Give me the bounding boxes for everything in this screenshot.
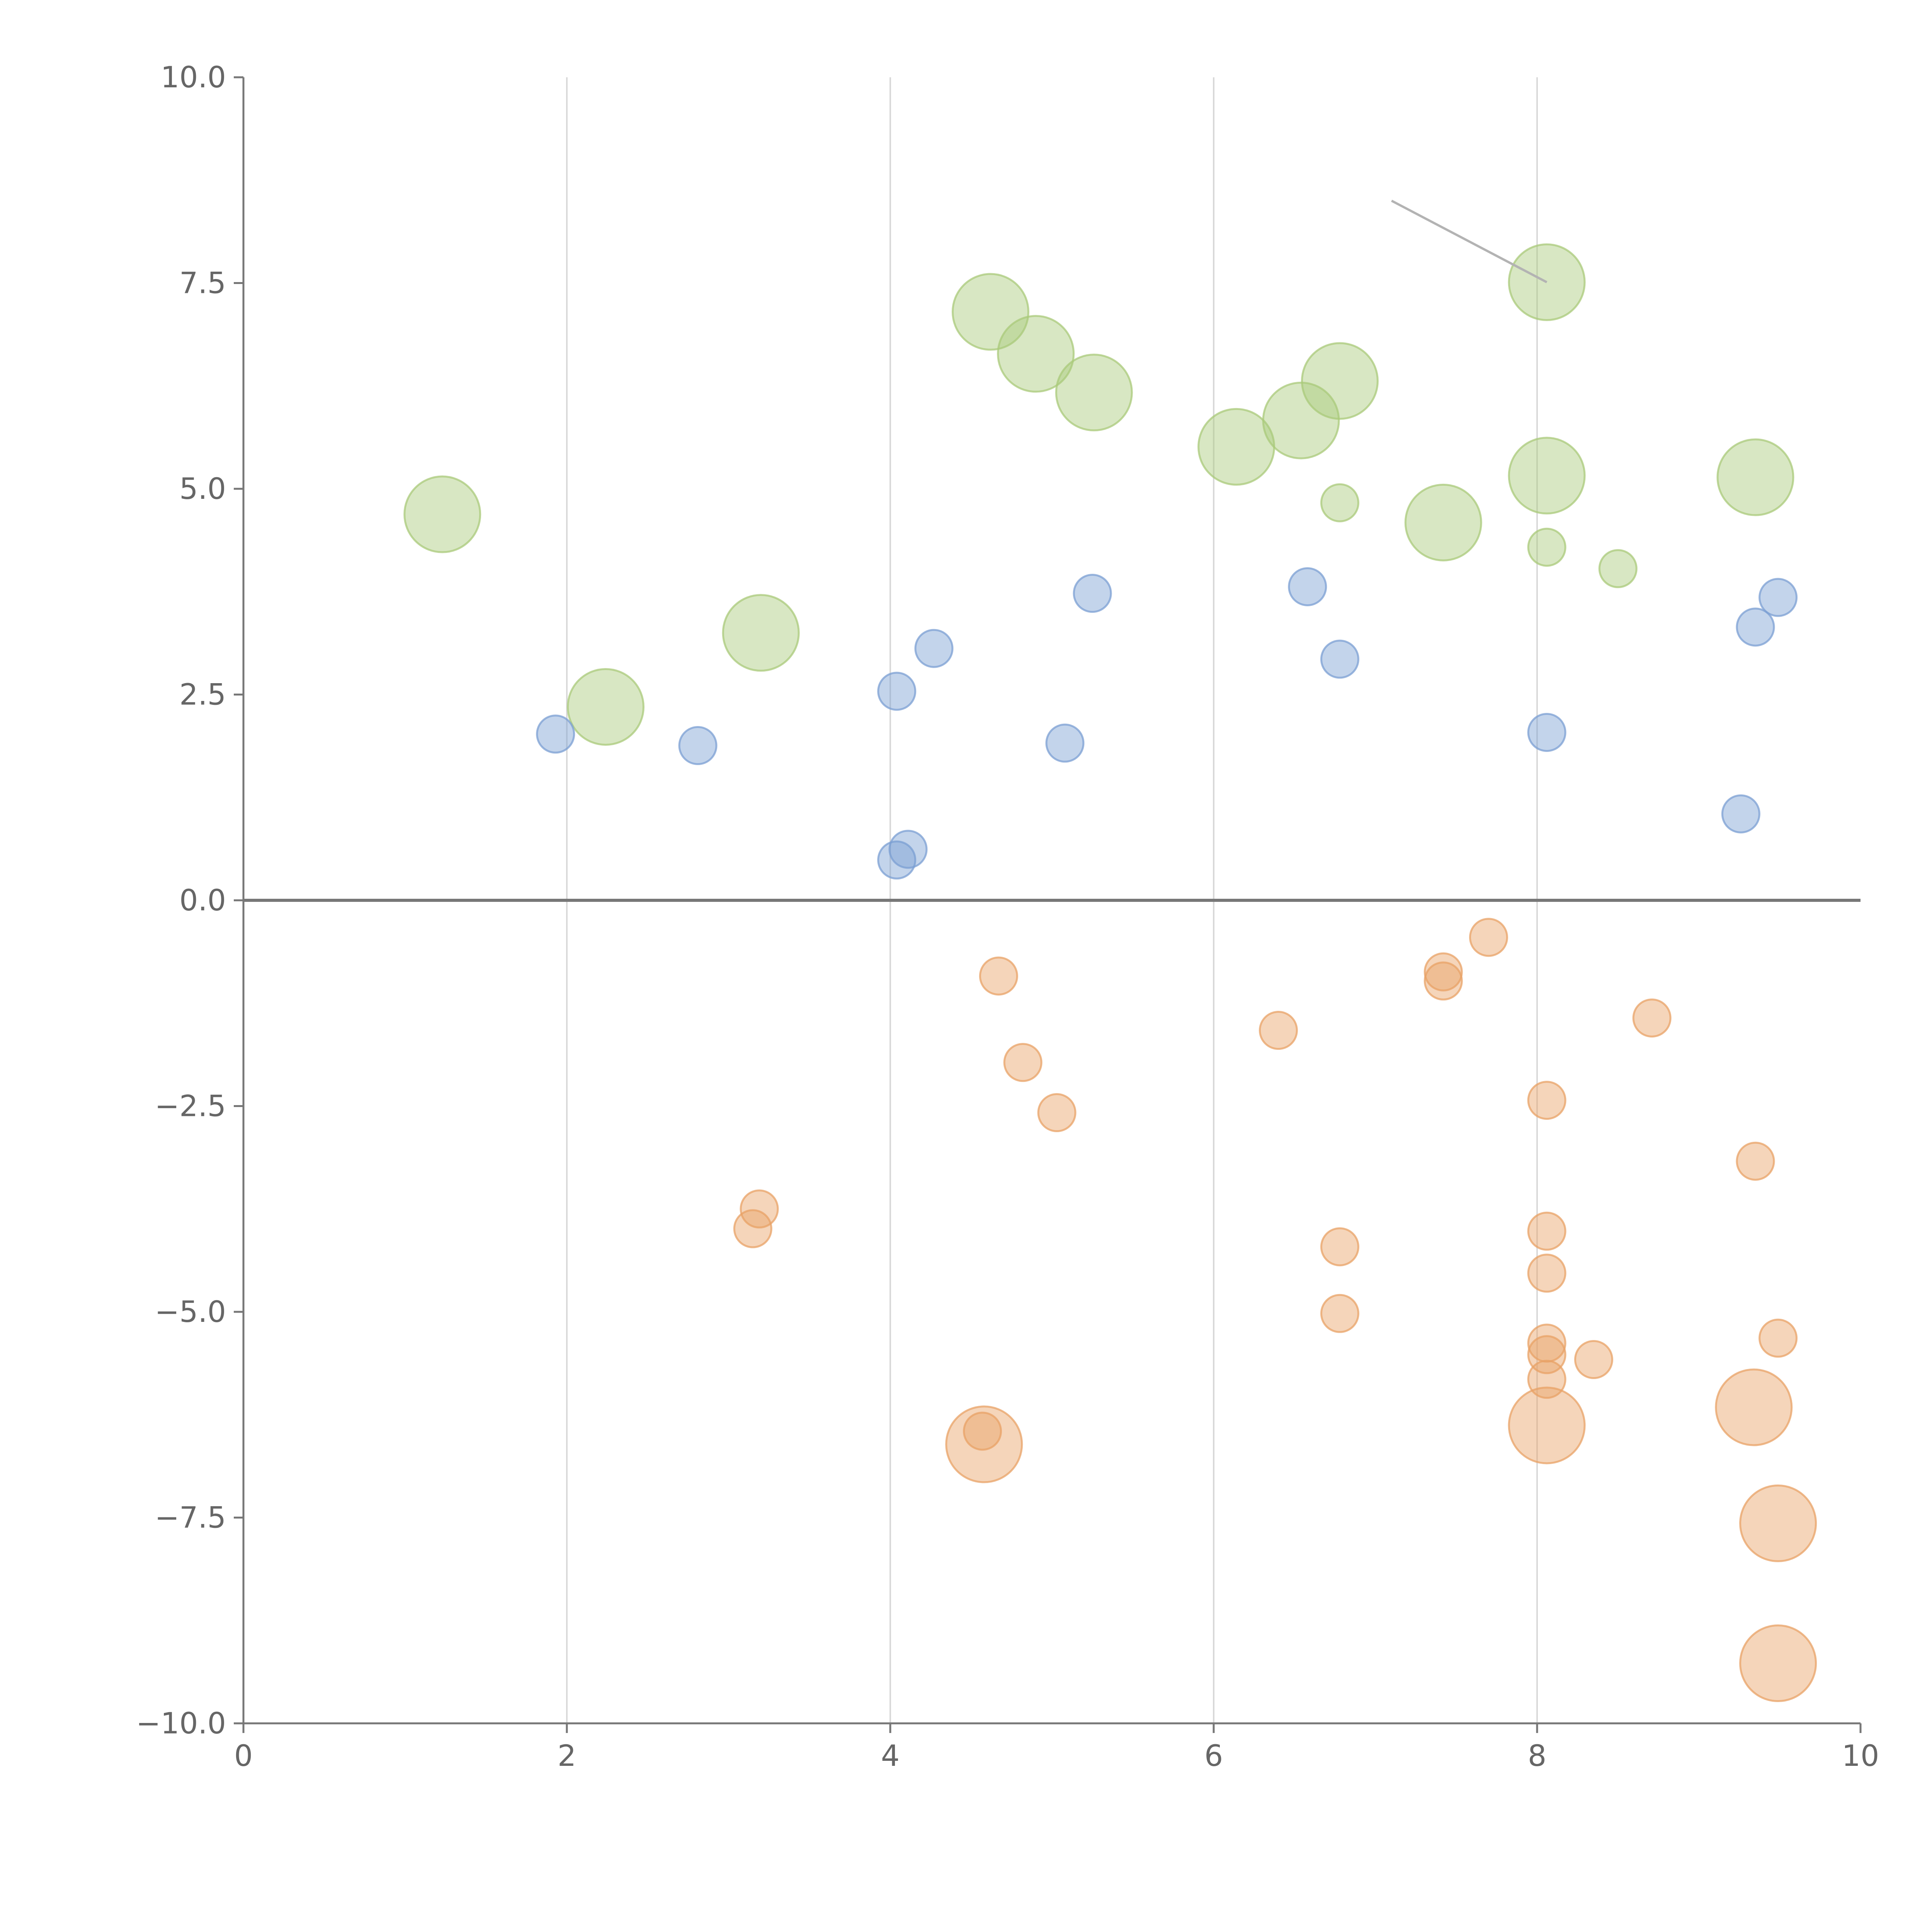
annotation-layer xyxy=(1391,199,1548,284)
orange-point-10 xyxy=(1423,952,1463,992)
blue-point-10 xyxy=(1527,713,1566,752)
green-point-8 xyxy=(1301,342,1379,420)
y-tick-label-0: −10.0 xyxy=(136,1706,226,1740)
blue-point-2 xyxy=(877,672,917,711)
orange-point-12 xyxy=(1469,918,1508,957)
blue-point-12 xyxy=(1736,607,1775,647)
blue-point-5 xyxy=(888,830,928,869)
y-tick-label-7: 7.5 xyxy=(179,266,226,300)
orange-point-7 xyxy=(1259,1011,1298,1050)
x-tick-label-0: 0 xyxy=(234,1738,253,1773)
x-tick-label-5: 10 xyxy=(1842,1738,1879,1773)
orange-point-11 xyxy=(1423,961,1463,1001)
green-point-5 xyxy=(1055,354,1133,432)
blue-point-3 xyxy=(914,629,954,668)
blue-point-4 xyxy=(877,840,917,880)
orange-point-15 xyxy=(1527,1253,1566,1293)
orange-point-19 xyxy=(1508,1386,1586,1464)
orange-point-24 xyxy=(1759,1318,1798,1358)
orange-point-5 xyxy=(1003,1043,1043,1082)
y-tick-label-2: −5.0 xyxy=(155,1294,226,1329)
green-point-15 xyxy=(1716,438,1794,516)
orange-point-21 xyxy=(1632,998,1672,1038)
orange-point-3 xyxy=(945,1405,1023,1483)
green-point-10 xyxy=(1404,483,1482,561)
orange-point-23 xyxy=(1715,1368,1793,1446)
orange-point-1 xyxy=(740,1189,779,1229)
y-tick-label-5: 2.5 xyxy=(179,677,226,712)
orange-point-4 xyxy=(979,956,1018,996)
green-point-14 xyxy=(1598,549,1638,588)
blue-point-9 xyxy=(1320,639,1359,679)
x-tick-label-3: 6 xyxy=(1204,1738,1223,1773)
orange-point-14 xyxy=(1527,1211,1566,1251)
green-point-13 xyxy=(1527,527,1566,567)
blue-point-0 xyxy=(536,714,575,754)
green-point-1 xyxy=(566,668,645,746)
orange-point-25 xyxy=(1739,1484,1817,1562)
green-point-0 xyxy=(403,475,481,553)
green-point-9 xyxy=(1320,483,1359,522)
orange-point-22 xyxy=(1736,1141,1775,1181)
green-point-2 xyxy=(722,594,800,672)
y-tick-label-4: 0.0 xyxy=(179,883,226,917)
orange-point-2 xyxy=(963,1412,1002,1451)
orange-point-26 xyxy=(1739,1624,1817,1702)
blue-point-13 xyxy=(1759,578,1798,617)
orange-point-20 xyxy=(1574,1340,1613,1379)
orange-point-13 xyxy=(1527,1081,1566,1120)
blue-point-7 xyxy=(1073,574,1112,613)
green-point-3 xyxy=(951,273,1029,351)
x-tick-label-1: 2 xyxy=(558,1738,576,1773)
y-tick-label-8: 10.0 xyxy=(161,60,226,94)
green-point-4 xyxy=(997,315,1075,393)
green-point-11 xyxy=(1508,243,1586,321)
annotation-connector-line xyxy=(1391,199,1548,284)
orange-point-6 xyxy=(1037,1093,1077,1133)
blue-point-1 xyxy=(678,726,718,765)
orange-point-9 xyxy=(1320,1294,1359,1333)
orange-point-8 xyxy=(1320,1227,1359,1267)
x-tick-label-2: 4 xyxy=(881,1738,900,1773)
x-tick-label-4: 8 xyxy=(1528,1738,1546,1773)
y-tick-label-6: 5.0 xyxy=(179,471,226,506)
blue-point-8 xyxy=(1288,567,1327,606)
green-point-12 xyxy=(1508,437,1586,515)
y-tick-label-3: −2.5 xyxy=(155,1089,226,1123)
tick-layer: 0 2 4 6 8 10 −10.0 −7.5 −5.0 −2.5 0.0 2.5 5.0 7.5 10.0 xyxy=(136,60,1879,1773)
y-tick-label-1: −7.5 xyxy=(155,1500,226,1535)
blue-point-6 xyxy=(1045,723,1085,763)
blue-point-11 xyxy=(1721,794,1760,833)
green-point-7 xyxy=(1262,381,1340,459)
points-layer xyxy=(403,243,1817,1702)
